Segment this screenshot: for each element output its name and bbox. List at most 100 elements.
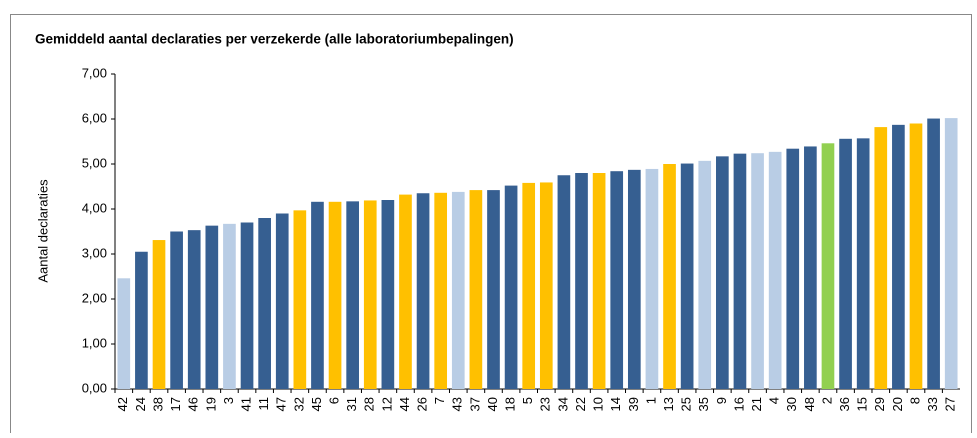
x-tick-label: 32 xyxy=(291,397,306,411)
bar xyxy=(698,160,712,389)
bar xyxy=(804,146,817,389)
bar xyxy=(927,118,940,390)
x-tick-label: 27 xyxy=(943,397,958,411)
bar xyxy=(768,151,782,389)
bar xyxy=(856,138,870,389)
x-tick-label: 20 xyxy=(890,397,905,411)
x-tick-label: 38 xyxy=(150,397,165,411)
x-tick-label: 7 xyxy=(432,397,447,404)
bar xyxy=(487,190,500,389)
x-tick-label: 48 xyxy=(802,397,817,411)
x-tick-label: 21 xyxy=(749,397,764,411)
x-tick-label: 14 xyxy=(608,397,623,411)
y-tick-label: 1,00 xyxy=(82,335,107,350)
x-tick-label: 15 xyxy=(855,397,870,411)
bar xyxy=(434,192,448,389)
bar xyxy=(399,194,412,389)
x-tick-label: 23 xyxy=(538,397,553,411)
x-tick-label: 30 xyxy=(784,397,799,411)
bar xyxy=(539,182,553,389)
y-tick-label: 4,00 xyxy=(82,200,107,215)
x-tick-label: 16 xyxy=(731,397,746,411)
x-tick-label: 19 xyxy=(203,397,218,411)
x-tick-label: 4 xyxy=(767,397,782,404)
bar xyxy=(645,168,659,389)
x-tick-label: 24 xyxy=(133,397,148,411)
y-tick-label: 5,00 xyxy=(82,155,107,170)
bar xyxy=(592,173,606,389)
bar xyxy=(117,278,131,389)
x-tick-label: 17 xyxy=(168,397,183,411)
bar xyxy=(557,175,571,389)
bar xyxy=(680,163,694,389)
x-tick-label: 2 xyxy=(819,397,834,404)
x-tick-label: 29 xyxy=(872,397,887,411)
bar xyxy=(909,123,923,389)
x-tick-label: 36 xyxy=(837,397,852,411)
chart-title: Gemiddeld aantal declaraties per verzeke… xyxy=(35,32,514,47)
x-tick-label: 34 xyxy=(555,397,570,411)
x-tick-label: 33 xyxy=(925,397,940,411)
x-tick-label: 37 xyxy=(467,397,482,411)
bar xyxy=(240,222,254,389)
x-tick-label: 44 xyxy=(397,397,412,411)
bar xyxy=(152,240,166,389)
bar xyxy=(944,118,958,389)
bar xyxy=(328,201,342,389)
bar xyxy=(311,201,324,389)
bar xyxy=(874,127,888,389)
x-tick-label: 5 xyxy=(520,397,535,404)
bar xyxy=(275,213,289,389)
x-tick-label: 12 xyxy=(379,397,394,411)
bar xyxy=(381,200,395,389)
y-tick-label: 6,00 xyxy=(82,110,107,125)
y-tick-label: 3,00 xyxy=(82,245,107,260)
x-tick-label: 43 xyxy=(450,397,465,411)
bar xyxy=(135,251,148,389)
bar xyxy=(716,156,729,389)
y-tick-label: 0,00 xyxy=(82,380,107,395)
x-tick-label: 22 xyxy=(573,397,588,411)
x-tick-label: 42 xyxy=(115,397,130,411)
x-tick-label: 1 xyxy=(643,397,658,404)
y-tick-label: 7,00 xyxy=(82,65,107,80)
bar xyxy=(363,200,377,389)
x-tick-label: 10 xyxy=(591,397,606,411)
x-tick-label: 45 xyxy=(309,397,324,411)
bar xyxy=(346,201,359,389)
bar xyxy=(293,210,307,389)
bar xyxy=(170,231,183,389)
x-tick-label: 39 xyxy=(626,397,641,411)
x-tick-label: 35 xyxy=(696,397,711,411)
x-tick-label: 13 xyxy=(661,397,676,411)
x-tick-label: 40 xyxy=(485,397,500,411)
x-tick-label: 31 xyxy=(344,397,359,411)
x-tick-label: 3 xyxy=(221,397,236,404)
bar xyxy=(451,191,465,389)
bar xyxy=(610,171,624,389)
bar xyxy=(575,173,588,389)
x-tick-label: 26 xyxy=(415,397,430,411)
bar xyxy=(205,225,219,389)
x-tick-label: 11 xyxy=(256,397,271,411)
x-tick-label: 9 xyxy=(714,397,729,404)
x-tick-label: 41 xyxy=(238,397,253,411)
bar xyxy=(469,190,483,389)
bar xyxy=(839,138,852,389)
bar xyxy=(522,182,536,389)
x-tick-label: 47 xyxy=(274,397,289,411)
x-tick-label: 46 xyxy=(186,397,201,411)
bar xyxy=(504,185,518,389)
x-tick-label: 25 xyxy=(679,397,694,411)
bar xyxy=(258,218,271,389)
y-axis-label: Aantal declaraties xyxy=(35,179,50,283)
y-tick-label: 2,00 xyxy=(82,290,107,305)
x-tick-label: 28 xyxy=(362,397,377,411)
bar xyxy=(786,148,800,389)
x-tick-label: 18 xyxy=(503,397,518,411)
x-tick-label: 8 xyxy=(907,397,922,404)
bar xyxy=(733,153,747,389)
bar xyxy=(751,153,764,389)
bar xyxy=(821,143,835,389)
